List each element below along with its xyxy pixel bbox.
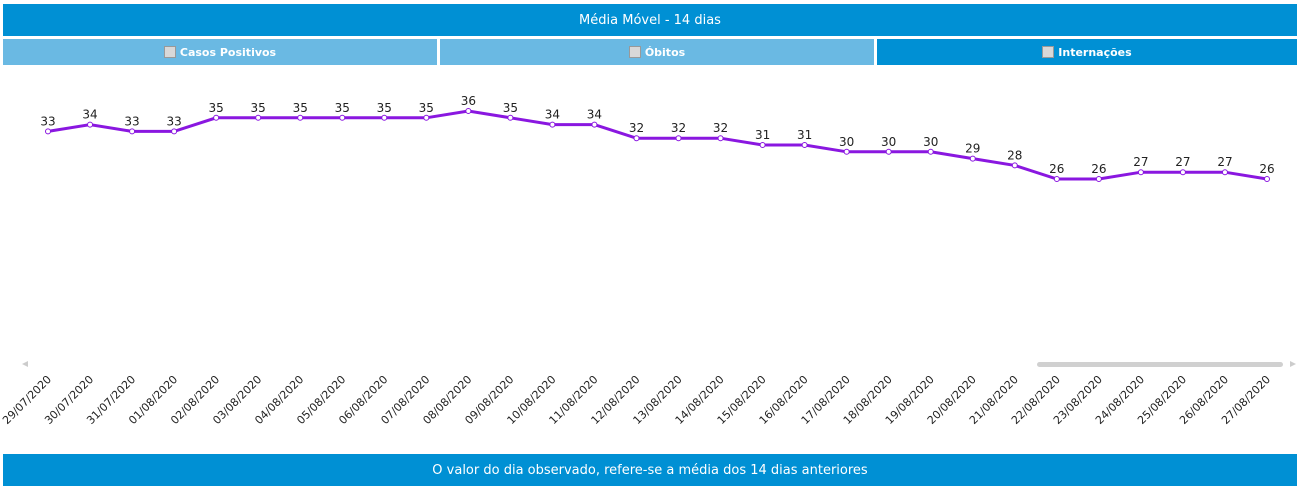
data-label: 33 <box>124 114 139 128</box>
tab-label: Óbitos <box>644 45 686 59</box>
scroll-right[interactable] <box>1290 361 1296 367</box>
point <box>927 148 934 155</box>
data-label: 35 <box>335 101 350 115</box>
data-label: 35 <box>503 101 518 115</box>
header-title: Média Móvel - 14 dias <box>3 4 1297 36</box>
point <box>423 114 430 121</box>
data-label: 30 <box>923 135 938 149</box>
point <box>633 135 640 142</box>
tab-active[interactable]: Internações <box>877 39 1297 65</box>
point <box>675 135 682 142</box>
data-label: 35 <box>377 101 392 115</box>
point <box>129 128 136 135</box>
point <box>1053 176 1060 182</box>
point <box>45 128 51 135</box>
data-label: 26 <box>1259 162 1274 176</box>
point <box>549 121 556 128</box>
point <box>339 114 346 121</box>
data-label: 31 <box>755 128 770 142</box>
point <box>171 128 178 135</box>
point <box>1179 169 1186 176</box>
tab-label: Internações <box>1058 45 1132 59</box>
scrollbar[interactable] <box>1037 362 1283 367</box>
point <box>1264 176 1270 182</box>
point <box>1137 169 1144 176</box>
point <box>843 148 850 155</box>
data-label: 35 <box>419 101 434 115</box>
point <box>507 114 514 121</box>
data-label: 29 <box>965 142 980 156</box>
data-label: 35 <box>251 101 266 115</box>
data-label: 34 <box>545 108 560 122</box>
data-label: 34 <box>587 108 602 122</box>
data-label: 30 <box>881 135 896 149</box>
data-label: 26 <box>1091 162 1106 176</box>
tab-label: Casos Positivos <box>179 45 277 59</box>
data-label: 33 <box>40 114 55 128</box>
data-label: 36 <box>461 94 476 108</box>
point <box>801 142 808 148</box>
point <box>87 121 94 128</box>
data-label: 27 <box>1217 155 1232 169</box>
point <box>969 155 976 162</box>
data-label: 32 <box>629 121 644 135</box>
data-label: 30 <box>839 135 854 149</box>
footer-text: O valor do dia observado, refere-se a mé… <box>3 454 1297 486</box>
data-label: 27 <box>1133 155 1148 169</box>
point <box>255 114 262 121</box>
data-label: 34 <box>82 108 97 122</box>
point <box>297 114 304 121</box>
data-label: 27 <box>1175 155 1190 169</box>
point <box>1011 162 1018 169</box>
point <box>381 114 388 121</box>
point <box>885 148 892 155</box>
data-label: 35 <box>293 101 308 115</box>
point <box>213 114 220 121</box>
data-label: 32 <box>671 121 686 135</box>
point <box>465 108 472 114</box>
tab[interactable]: Óbitos <box>440 39 874 65</box>
data-label: 26 <box>1049 162 1064 176</box>
scroll-left[interactable] <box>22 361 28 367</box>
data-label: 31 <box>797 128 812 142</box>
point <box>1095 176 1102 182</box>
data-label: 28 <box>1007 148 1022 162</box>
point <box>759 142 766 148</box>
line <box>47 109 1268 181</box>
data-label: 35 <box>208 101 223 115</box>
data-label: 32 <box>713 121 728 135</box>
point <box>1221 169 1228 176</box>
point <box>591 121 598 128</box>
data-label: 33 <box>166 114 181 128</box>
point <box>717 135 724 142</box>
tab[interactable]: Casos Positivos <box>3 39 437 65</box>
